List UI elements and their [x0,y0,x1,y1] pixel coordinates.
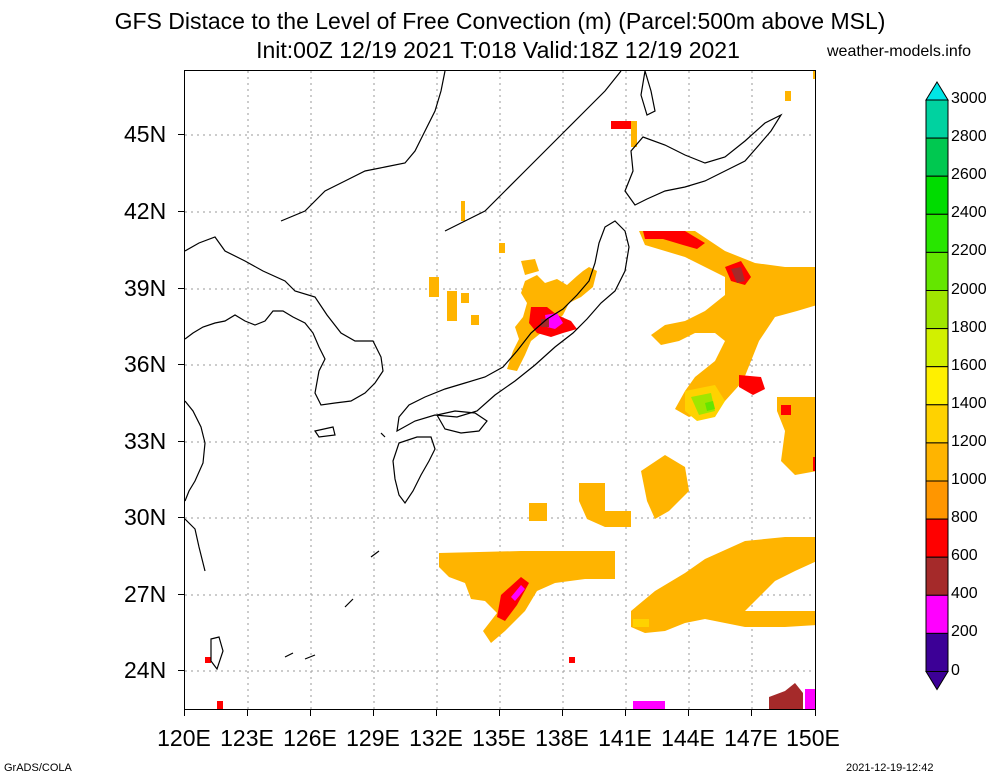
lfc-shading [205,71,815,709]
coastlines [185,71,783,671]
colorbar-segment [925,480,949,520]
colorbar-segment [925,632,949,673]
lat-label-27n: 27N [124,581,167,607]
colorbar-label: 2000 [951,280,987,298]
colorbar-top-triangle [925,81,949,101]
colorbar-label: 1800 [951,318,987,336]
colorbar-segment [925,404,949,444]
colorbar-label: 2800 [951,128,987,146]
chart-subtitle-text: Init:00Z 12/19 2021 T:018 Valid:18Z 12/1… [256,37,740,63]
colorbar-label: 800 [951,509,978,527]
chart-subtitle: Init:00Z 12/19 2021 T:018 Valid:18Z 12/1… [0,37,1000,63]
colorbar-segment [925,290,949,330]
colorbar-segment [925,442,949,482]
lat-label-45n: 45N [124,121,167,147]
colorbar-segment [925,518,949,558]
lon-label-123e: 123E [220,725,274,751]
colorbar-segment [925,556,949,596]
lat-label-30n: 30N [124,504,167,530]
colorbar-segment [925,251,949,291]
lon-label-141e: 141E [598,725,652,751]
map-panel [184,70,816,710]
colorbar-bottom-triangle [925,671,949,691]
colorbar-label: 1200 [951,432,987,450]
colorbar-label: 1000 [951,471,987,488]
colorbar-segment [925,99,949,139]
lon-label-135e: 135E [472,725,526,751]
colorbar-segment [925,328,949,368]
lon-label-126e: 126E [283,725,337,751]
colorbar-segment [925,175,949,215]
colorbar-label: 3000 [951,90,987,107]
colorbar-segment [925,137,949,177]
lat-label-33n: 33N [124,428,167,454]
footer-timestamp: 2021-12-19-12:42 [846,762,934,774]
colorbar [925,81,949,691]
lon-label-150e: 150E [786,725,840,751]
colorbar-label: 2400 [951,204,987,222]
chart-title: GFS Distace to the Level of Free Convect… [114,8,886,34]
colorbar-segment [925,213,949,253]
colorbar-segment [925,366,949,406]
colorbar-label: 2200 [951,242,987,260]
lon-label-138e: 138E [535,725,589,751]
lon-label-129e: 129E [346,725,400,751]
colorbar-segment [925,594,949,634]
colorbar-label: 0 [951,661,960,679]
lat-label-24n: 24N [124,657,167,683]
lat-label-36n: 36N [124,351,167,377]
colorbar-label: 1600 [951,356,987,374]
colorbar-label: 2600 [951,166,987,184]
colorbar-label: 200 [951,623,978,641]
footer-software: GrADS/COLA [4,762,72,774]
colorbar-label: 1400 [951,394,987,412]
map-canvas [185,71,815,709]
lat-label-42n: 42N [124,198,167,224]
lon-label-144e: 144E [661,725,715,751]
lon-label-132e: 132E [409,725,463,751]
colorbar-label: 400 [951,585,978,603]
lat-label-39n: 39N [124,275,167,301]
lon-label-120e: 120E [157,725,211,751]
lon-label-147e: 147E [724,725,778,751]
source-credit: weather-models.info [827,43,972,60]
colorbar-label: 600 [951,547,978,565]
